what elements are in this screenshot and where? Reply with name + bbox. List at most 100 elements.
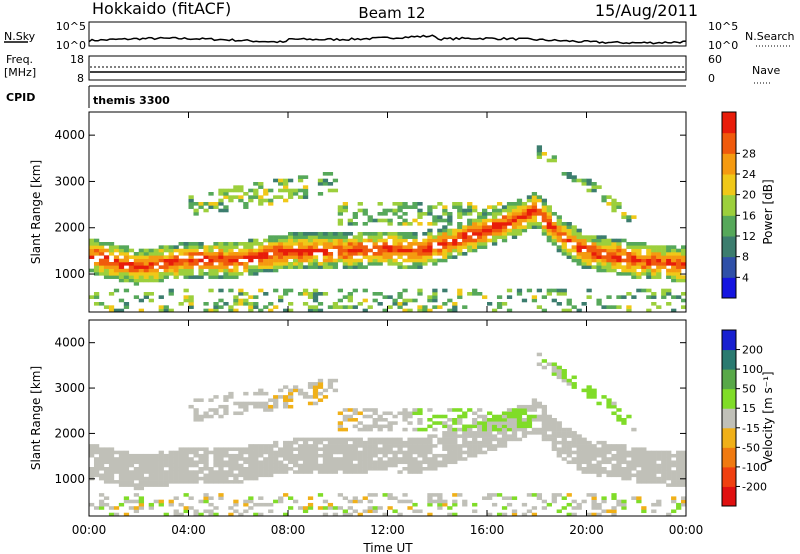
velocity-cell (93, 470, 100, 474)
power-cell (596, 265, 602, 269)
velocity-cell (457, 457, 463, 461)
power-cell (501, 228, 508, 233)
power-cell (223, 302, 229, 306)
velocity-cell (367, 427, 373, 432)
power-cell (541, 198, 547, 203)
power-cell (332, 258, 339, 263)
power-cell (148, 248, 154, 253)
power-cell (641, 288, 647, 293)
velocity-cell (183, 470, 189, 474)
velocity-cell (138, 463, 145, 468)
velocity-cell (561, 496, 567, 500)
velocity-cell (397, 411, 403, 416)
power-cell (278, 238, 284, 243)
velocity-cell (467, 408, 473, 412)
power-cell (208, 268, 214, 273)
power-cell (387, 235, 393, 239)
velocity-cell (233, 460, 239, 465)
velocity-cell (208, 414, 214, 419)
velocity-cell (357, 444, 363, 448)
power-cell (457, 208, 463, 213)
power-cell (472, 205, 478, 209)
velocity-cell (283, 395, 289, 399)
velocity-cell (676, 457, 682, 461)
velocity-cell (283, 467, 289, 471)
velocity-cell (268, 502, 274, 507)
power-cell (576, 262, 582, 266)
velocity-cell (283, 457, 289, 461)
power-cell (347, 258, 353, 263)
velocity-cell (621, 457, 627, 461)
velocity-cell (128, 476, 135, 481)
power-cell (566, 308, 572, 313)
power-cell (352, 235, 358, 239)
velocity-cell (576, 434, 582, 438)
velocity-cell (482, 414, 488, 419)
velocity-cell (372, 453, 378, 458)
power-cell (93, 268, 100, 273)
power-cell (571, 232, 577, 236)
power-cell (407, 258, 413, 263)
power-cell (457, 295, 463, 299)
power-cell (561, 288, 567, 293)
power-cell (223, 242, 229, 246)
velocity-cell (367, 453, 373, 458)
velocity-cell (566, 447, 572, 451)
power-cell (123, 302, 130, 306)
colorbar-tick-label: 12 (742, 230, 756, 243)
power-cell (646, 245, 652, 249)
velocity-cell (278, 496, 284, 500)
velocity-cell (427, 460, 433, 465)
velocity-cell (487, 418, 493, 422)
power-cell (482, 212, 488, 216)
velocity-cell (342, 447, 348, 451)
velocity-cell (571, 499, 577, 504)
power-cell (93, 295, 100, 299)
power-cell (253, 265, 259, 269)
power-cell (581, 252, 587, 256)
velocity-cell (472, 502, 478, 507)
velocity-cell (198, 470, 204, 474)
velocity-cell (571, 382, 577, 386)
velocity-cell (312, 388, 319, 393)
velocity-cell (302, 460, 309, 465)
velocity-cell (412, 502, 418, 507)
power-cell (362, 255, 368, 259)
power-cell (253, 255, 259, 259)
velocity-cell (631, 457, 637, 461)
velocity-cell (89, 453, 95, 458)
power-cell (278, 235, 284, 239)
velocity-cell (108, 457, 115, 461)
velocity-cell (143, 463, 149, 468)
power-cell (213, 268, 219, 273)
power-cell (392, 212, 398, 216)
velocity-cell (586, 391, 592, 396)
velocity-cell (372, 463, 378, 468)
velocity-cell (103, 473, 110, 478)
velocity-cell (616, 408, 622, 412)
power-cell (521, 228, 528, 233)
power-cell (248, 308, 254, 313)
velocity-cell (442, 463, 448, 468)
velocity-cell (561, 440, 567, 445)
velocity-cell (218, 473, 224, 478)
velocity-cell (671, 499, 677, 504)
velocity-cell (422, 450, 428, 455)
velocity-cell (357, 512, 363, 517)
power-cell (417, 292, 423, 296)
velocity-cell (656, 480, 662, 484)
power-cell (611, 208, 617, 213)
velocity-cell (203, 496, 209, 500)
velocity-cell (457, 421, 463, 425)
velocity-cell (178, 457, 184, 461)
power-cell (89, 238, 95, 243)
power-cell (576, 252, 582, 256)
velocity-cell (417, 447, 423, 451)
power-cell (571, 248, 577, 253)
power-cell (526, 222, 533, 226)
power-cell (452, 232, 458, 236)
power-cell (138, 308, 145, 313)
velocity-cell (337, 460, 344, 465)
power-cell (352, 245, 358, 249)
power-cell (228, 308, 234, 313)
